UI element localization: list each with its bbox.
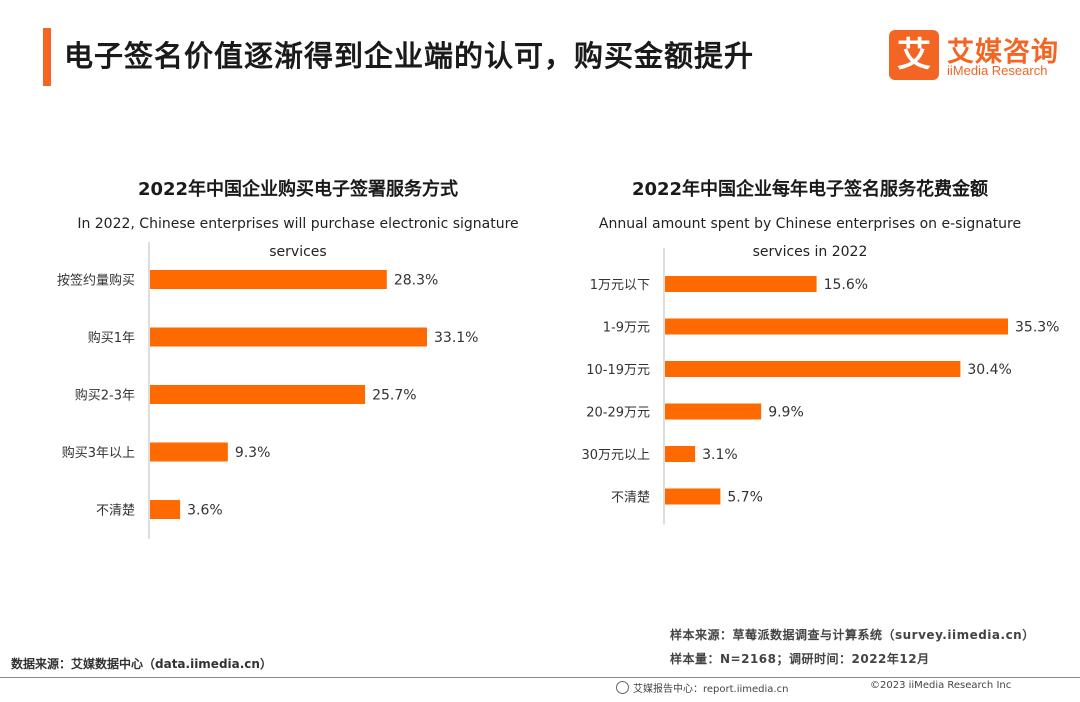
value-label: 3.1% (702, 447, 738, 463)
bar-2 (150, 327, 427, 347)
sample-source: 样本来源：草莓派数据调查与计算系统（survey.iimedia.cn） (670, 628, 1035, 642)
report-center: 艾媒报告中心：report.iimedia.cn (616, 680, 788, 695)
bar-2 (665, 318, 1008, 335)
category-label: 10-19万元 (586, 363, 650, 378)
chart-subtitle: Annual amount spent by Chinese enterpris… (598, 216, 1022, 260)
chart-annual-spend: 2022年中国企业每年电子签名服务花费金额 Annual amount spen… (550, 175, 1070, 555)
footer-divider (0, 677, 1080, 678)
chart-title: 2022年中国企业购买电子签署服务方式 (137, 179, 459, 200)
value-label: 25.7% (372, 388, 416, 404)
value-label: 5.7% (727, 490, 763, 506)
chart-purchase-method: 2022年中国企业购买电子签署服务方式 In 2022, Chinese ent… (38, 175, 558, 555)
sample-size: 样本量：N=2168；调研时间：2022年12月 (670, 652, 930, 666)
bar-4 (665, 403, 762, 420)
value-label: 9.3% (235, 445, 271, 461)
bar-chart-svg: 按签约量购买 28.3% 购买1年 33.1% 购买2-3年 25.7% 购买3年以上 9.3… (57, 242, 478, 539)
page-title: 电子签名价值逐渐得到企业端的认可，购买金额提升 (64, 39, 755, 73)
title-accent-bar (43, 28, 51, 86)
logo-en-text: iiMedia Research (947, 63, 1048, 78)
bar-5 (150, 500, 181, 519)
bar-3 (665, 361, 961, 377)
category-label: 不清楚 (611, 491, 650, 506)
category-label: 购买1年 (88, 330, 135, 346)
category-label: 不清楚 (96, 504, 135, 519)
bar-6 (665, 488, 721, 505)
data-source: 数据来源：艾媒数据中心（data.iimedia.cn） (11, 657, 272, 671)
bar-chart-svg: 1万元以下 15.6% 1-9万元 35.3% 10-19万元 30.4% 20-29万元 9… (581, 248, 1059, 525)
value-label: 35.3% (1015, 320, 1059, 336)
category-label: 30万元以上 (581, 448, 650, 463)
report-center-text: 艾媒报告中心：report.iimedia.cn (633, 684, 789, 695)
iimedia-logo: 艾 艾媒咨询 iiMedia Research (889, 30, 1059, 82)
value-label: 28.3% (394, 273, 438, 289)
copyright: ©2023 iiMedia Research Inc (870, 680, 1012, 691)
value-label: 9.9% (768, 405, 804, 421)
category-label: 购买3年以上 (62, 445, 135, 461)
bar-1 (665, 276, 817, 292)
bar-5 (665, 446, 696, 462)
chart-subtitle: In 2022, Chinese enterprises will purcha… (77, 216, 519, 260)
category-label: 20-29万元 (586, 406, 650, 421)
value-label: 15.6% (824, 277, 868, 293)
bar-1 (150, 270, 387, 289)
globe-icon (616, 681, 629, 694)
logo-mark: 艾 (889, 30, 939, 80)
bar-4 (150, 442, 228, 462)
value-label: 33.1% (434, 330, 478, 346)
category-label: 按签约量购买 (57, 273, 135, 289)
bar-3 (150, 385, 366, 404)
logo-cn-text: 艾媒咨询 (947, 37, 1059, 68)
category-label: 购买2-3年 (75, 388, 135, 404)
category-label: 1万元以下 (590, 278, 650, 293)
chart-title: 2022年中国企业每年电子签名服务花费金额 (631, 179, 989, 200)
value-label: 3.6% (187, 503, 223, 519)
value-label: 30.4% (967, 362, 1011, 378)
category-label: 1-9万元 (603, 321, 650, 336)
